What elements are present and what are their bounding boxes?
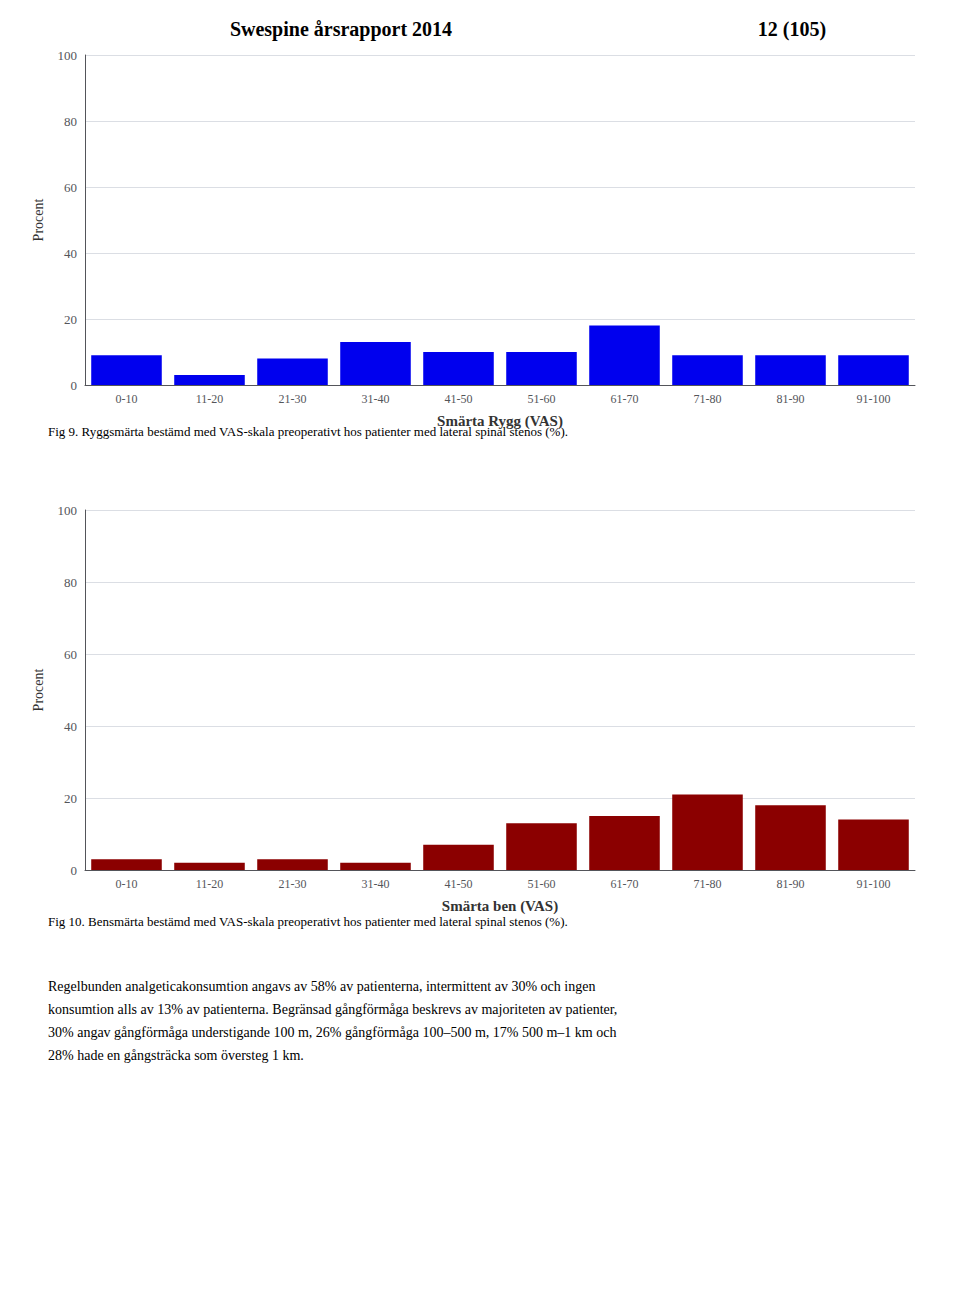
- svg-text:41-50: 41-50: [445, 877, 473, 891]
- svg-text:20: 20: [64, 791, 77, 806]
- svg-text:konsumtion alls av 13% av pati: konsumtion alls av 13% av patienterna. B…: [48, 1002, 617, 1017]
- svg-text:Procent: Procent: [31, 199, 46, 242]
- svg-text:60: 60: [64, 180, 77, 195]
- svg-text:100: 100: [58, 503, 78, 518]
- svg-text:0: 0: [71, 863, 78, 878]
- svg-text:21-30: 21-30: [279, 392, 307, 406]
- svg-text:0-10: 0-10: [116, 392, 138, 406]
- svg-text:11-20: 11-20: [196, 392, 224, 406]
- svg-text:91-100: 91-100: [857, 877, 891, 891]
- svg-text:61-70: 61-70: [611, 877, 639, 891]
- svg-text:91-100: 91-100: [857, 392, 891, 406]
- svg-text:21-30: 21-30: [279, 877, 307, 891]
- svg-text:40: 40: [64, 719, 77, 734]
- svg-text:100: 100: [58, 48, 78, 63]
- svg-text:Fig 10. Bensmärta bestämd med: Fig 10. Bensmärta bestämd med VAS-skala …: [48, 914, 568, 929]
- svg-text:Swespine årsrapport 2014: Swespine årsrapport 2014: [230, 18, 452, 41]
- svg-text:40: 40: [64, 246, 77, 261]
- svg-text:0-10: 0-10: [116, 877, 138, 891]
- svg-text:11-20: 11-20: [196, 877, 224, 891]
- svg-text:Smärta Rygg (VAS): Smärta Rygg (VAS): [437, 413, 563, 430]
- svg-text:0: 0: [71, 378, 78, 393]
- svg-text:31-40: 31-40: [362, 392, 390, 406]
- svg-text:61-70: 61-70: [611, 392, 639, 406]
- svg-text:60: 60: [64, 647, 77, 662]
- svg-text:71-80: 71-80: [694, 877, 722, 891]
- svg-text:Fig 9. Ryggsmärta bestämd med: Fig 9. Ryggsmärta bestämd med VAS-skala …: [48, 424, 568, 439]
- svg-text:Regelbunden analgeticakonsumti: Regelbunden analgeticakonsumtion angavs …: [48, 979, 595, 994]
- svg-text:41-50: 41-50: [445, 392, 473, 406]
- svg-text:20: 20: [64, 312, 77, 327]
- svg-text:80: 80: [64, 114, 77, 129]
- svg-text:71-80: 71-80: [694, 392, 722, 406]
- svg-text:12 (105): 12 (105): [758, 18, 826, 41]
- svg-text:51-60: 51-60: [528, 392, 556, 406]
- svg-text:Smärta ben (VAS): Smärta ben (VAS): [442, 898, 558, 915]
- svg-text:31-40: 31-40: [362, 877, 390, 891]
- svg-text:28% hade en gångsträcka som öv: 28% hade en gångsträcka som översteg 1 k…: [48, 1048, 304, 1063]
- svg-text:Procent: Procent: [31, 669, 46, 712]
- svg-text:80: 80: [64, 575, 77, 590]
- svg-text:81-90: 81-90: [777, 392, 805, 406]
- svg-text:30% angav gångförmåga understi: 30% angav gångförmåga understigande 100 …: [48, 1025, 616, 1040]
- svg-text:81-90: 81-90: [777, 877, 805, 891]
- svg-text:51-60: 51-60: [528, 877, 556, 891]
